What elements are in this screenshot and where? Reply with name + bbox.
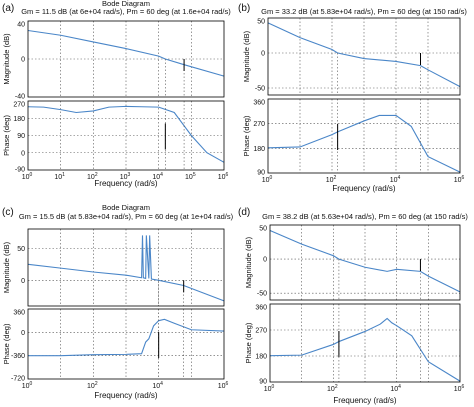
phase-y-axis-label: Phase (deg) — [244, 322, 253, 363]
phase-series-line — [269, 317, 461, 382]
magnitude-series-line — [27, 235, 225, 302]
magnitude-axes: 40 0 -40 Magnitude (dB) — [2, 20, 225, 101]
phase-axes: 360 270 180 90 Phase (deg) — [242, 98, 461, 177]
phase-series-line — [27, 105, 225, 163]
x-axis-label: Frequency (rad/s) — [333, 396, 396, 405]
magnitude-y-tick-label: 50 — [17, 246, 25, 253]
magnitude-y-axis-label: Magnitude (dB) — [2, 33, 11, 85]
x-tick-label: 100 — [264, 384, 275, 393]
magnitude-frame — [27, 20, 225, 98]
x-tick-label: 100 — [22, 381, 33, 390]
x-tick-label: 101 — [54, 172, 65, 181]
panel-label: (b) — [238, 3, 250, 14]
x-tick-label: 104 — [390, 384, 401, 393]
phase-y-tick-label: 180 — [253, 146, 265, 153]
phase-frame — [27, 308, 225, 380]
phase-y-tick-label: 90 — [17, 133, 25, 140]
magnitude-y-tick-label: 40 — [17, 22, 25, 29]
magnitude-y-axis-label: Magnitude (dB) — [244, 236, 253, 288]
panel-label: (a) — [2, 3, 14, 14]
chart-subtitle: Gm = 38.2 dB (at 5.63e+04 rad/s), Pm = 6… — [262, 212, 468, 221]
phase-y-tick-label: -90 — [15, 167, 25, 174]
bode-panel-d: (d) Gm = 38.2 dB (at 5.63e+04 rad/s), Pm … — [238, 207, 468, 405]
phase-y-tick-label: 0 — [21, 330, 25, 337]
phase-y-tick-label: 270 — [255, 328, 267, 335]
x-tick-label: 102 — [327, 384, 338, 393]
x-tick-label: 103 — [120, 172, 131, 181]
x-tick-label: 106 — [454, 175, 465, 184]
phase-frame — [267, 98, 461, 174]
magnitude-y-tick-label: -50 — [257, 291, 267, 298]
phase-series-line — [28, 318, 225, 357]
x-tick-label: 106 — [218, 172, 229, 181]
x-axis-label: Frequency (rad/s) — [332, 184, 395, 193]
magnitude-frame — [269, 224, 461, 301]
chart-subtitle: Gm = 15.5 dB (at 5.83e+04 rad/s), Pm = 6… — [19, 212, 234, 221]
magnitude-y-tick-label: 0 — [261, 51, 265, 58]
magnitude-y-tick-label: 0 — [263, 257, 267, 264]
phase-series-line — [267, 114, 461, 173]
magnitude-axes: 50 0 -50 Magnitude (dB) — [242, 17, 461, 96]
x-axis-label: Frequency (rad/s) — [94, 391, 157, 400]
x-tick-label: 102 — [87, 381, 98, 390]
x-tick-label: 106 — [218, 381, 229, 390]
phase-y-tick-label: 90 — [259, 379, 267, 386]
phase-y-axis-label: Phase (deg) — [2, 115, 11, 156]
magnitude-y-axis-label: Magnitude (dB) — [242, 30, 251, 82]
phase-y-tick-label: 360 — [253, 100, 265, 107]
phase-frame — [269, 303, 461, 383]
phase-y-tick-label: 360 — [13, 310, 25, 317]
x-tick-label: 102 — [87, 172, 98, 181]
x-tick-label: 100 — [262, 175, 273, 184]
phase-y-tick-label: 270 — [253, 121, 265, 128]
chart-subtitle: Gm = 11.5 dB (at 6e+04 rad/s), Pm = 60 d… — [21, 7, 231, 16]
phase-y-tick-label: -360 — [11, 353, 25, 360]
x-tick-label: 104 — [390, 175, 401, 184]
x-tick-label: 100 — [22, 172, 33, 181]
phase-y-tick-label: 180 — [13, 116, 25, 123]
phase-y-tick-label: 0 — [21, 150, 25, 157]
phase-axes: 270 180 90 0 -90 Phase (deg) — [2, 100, 225, 174]
phase-y-tick-label: 90 — [257, 170, 265, 177]
magnitude-axes: 50 0 -50 Magnitude (dB) — [244, 224, 461, 301]
phase-y-tick-label: 270 — [13, 102, 25, 109]
x-tick-label: 102 — [326, 175, 337, 184]
bode-panel-b: (b) Gm = 33.2 dB (at 5.83e+04 rad/s), Pm … — [238, 3, 467, 193]
magnitude-y-tick-label: 0 — [21, 278, 25, 285]
magnitude-y-tick-label: -50 — [255, 86, 265, 93]
x-tick-label: 104 — [152, 381, 163, 390]
phase-axes: 360 270 180 90 Phase (deg) — [244, 303, 461, 386]
magnitude-y-tick-label: -40 — [15, 94, 25, 101]
x-tick-label: 104 — [152, 172, 163, 181]
magnitude-series-line — [27, 29, 225, 77]
phase-y-tick-label: -720 — [11, 376, 25, 383]
phase-y-tick-label: 180 — [255, 354, 267, 361]
chart-title: Bode Diagram — [102, 0, 150, 8]
magnitude-y-tick-label: 50 — [259, 226, 267, 233]
phase-axes: 360 0 -360 -720 Phase (deg) — [2, 308, 225, 383]
magnitude-axes: 50 0 Magnitude (dB) — [2, 228, 225, 307]
x-tick-label: 106 — [454, 384, 465, 393]
magnitude-y-axis-label: Magnitude (dB) — [2, 241, 11, 293]
x-tick-label: 105 — [185, 172, 196, 181]
magnitude-series-line — [269, 229, 461, 293]
chart-subtitle: Gm = 33.2 dB (at 5.83e+04 rad/s), Pm = 6… — [261, 7, 467, 16]
panel-label: (d) — [238, 207, 250, 218]
magnitude-frame — [267, 17, 461, 96]
phase-y-tick-label: 360 — [255, 305, 267, 312]
panel-label: (c) — [2, 207, 14, 218]
magnitude-y-tick-label: 50 — [257, 19, 265, 26]
x-axis-label: Frequency (rad/s) — [94, 179, 157, 188]
magnitude-series-line — [267, 22, 461, 88]
phase-y-axis-label: Phase (deg) — [242, 115, 251, 156]
magnitude-y-tick-label: 0 — [21, 57, 25, 64]
phase-frame — [27, 100, 225, 171]
phase-y-axis-label: Phase (deg) — [2, 323, 11, 364]
chart-title: Bode Diagram — [102, 203, 150, 212]
magnitude-frame — [27, 228, 225, 307]
